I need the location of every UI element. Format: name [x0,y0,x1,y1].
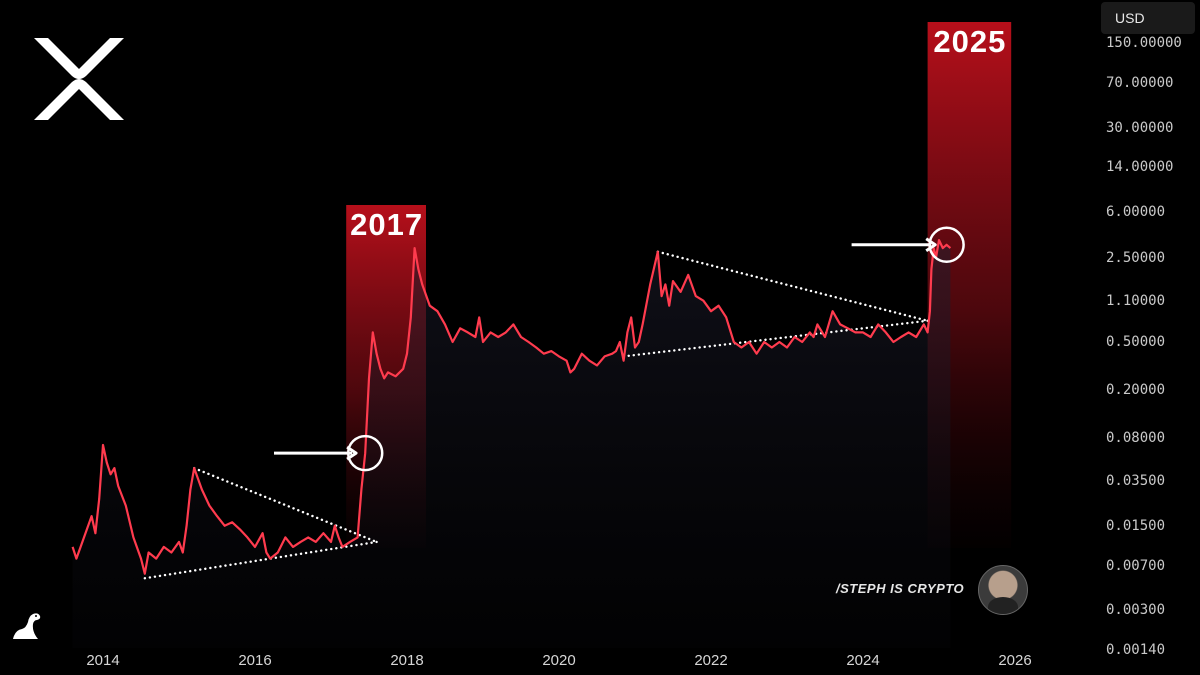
y-tick-label: 0.20000 [1106,382,1166,398]
x-tick-label: 2016 [238,652,272,669]
trendline-0 [192,466,378,544]
watermark: /STEPH IS CRYPTO [836,581,965,596]
x-tick-label: 2024 [846,652,880,669]
y-tick-label: 30.00000 [1106,119,1174,136]
trendline-1 [143,540,378,580]
y-tick-label: 14.00000 [1106,159,1174,176]
y-tick-label: 150.00000 [1106,35,1182,52]
highlight-circle-0 [346,434,384,472]
xrp-logo-icon [30,36,128,127]
y-tick-label: 70.00000 [1106,75,1174,92]
highlight-circle-1 [928,226,965,264]
price-line [71,239,952,575]
x-tick-label: 2026 [998,652,1032,669]
y-tick-label: 0.08000 [1106,430,1166,446]
y-tick-label: 6.00000 [1106,203,1166,220]
avatar [978,565,1028,615]
currency-badge[interactable]: USD [1101,2,1195,34]
x-tick-label: 2020 [542,652,576,669]
price-area [72,240,951,648]
highlight-label-2017: 2017 [350,207,424,242]
arrow-0 [274,445,358,461]
y-tick-label: 0.03500 [1106,473,1166,490]
x-tick-label: 2018 [390,652,424,669]
trendline-2 [656,250,929,322]
y-tick-label: 0.00140 [1106,641,1166,658]
y-tick-label: 0.50000 [1106,334,1166,350]
x-tick-label: 2022 [694,652,728,669]
y-tick-label: 1.10000 [1106,292,1166,309]
y-tick-label: 0.01500 [1106,517,1166,534]
y-tick-label: 2.50000 [1106,249,1166,266]
dinosaur-icon [10,608,44,647]
arrow-1 [851,237,937,253]
y-tick-label: 0.00300 [1106,602,1166,618]
y-tick-label: 0.00700 [1106,557,1166,574]
highlight-label-2025: 2025 [933,24,1007,59]
x-tick-label: 2014 [86,652,120,669]
